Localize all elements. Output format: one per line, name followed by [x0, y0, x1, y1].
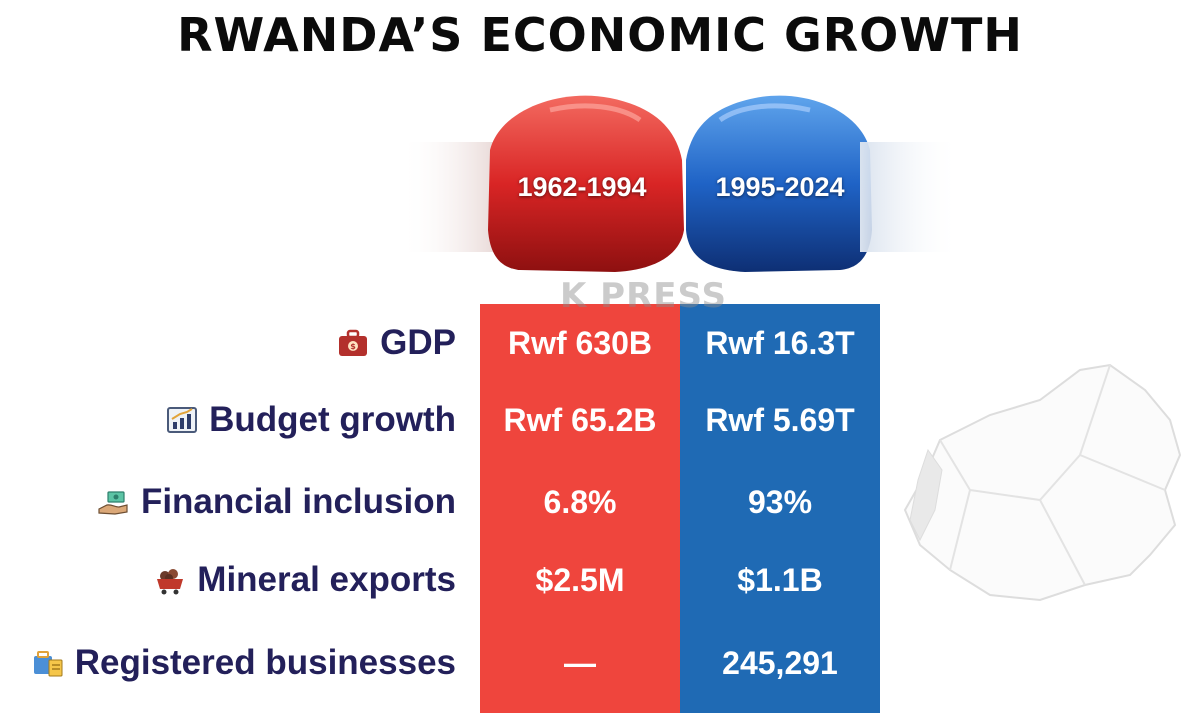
row-label-text: GDP: [380, 323, 456, 362]
period-label-1962-1994: 1962-1994: [517, 172, 647, 202]
rwanda-map-graphic: [903, 363, 1182, 602]
mineral-exports-1962-1994-value: $2.5M: [535, 561, 625, 598]
row-label-text: Registered businesses: [74, 643, 456, 682]
bar-chart-icon: [167, 407, 198, 433]
financial-inclusion-1995-2024-value: 93%: [747, 483, 813, 520]
registered-businesses-1962-1994-value: —: [564, 644, 596, 681]
registered-businesses-1995-2024-value: 245,291: [722, 644, 838, 681]
money-bag-icon: $: [339, 329, 368, 356]
row-label-text: Budget growth: [209, 400, 456, 439]
mineral-exports-1995-2024-value: $1.1B: [737, 561, 823, 598]
gdp-1995-2024-value: Rwf 16.3T: [705, 324, 855, 361]
row-label-financial-inclusion: Financial inclusion: [97, 477, 456, 527]
gdp-1962-1994-value: Rwf 630B: [507, 324, 653, 361]
budget-growth-1995-2024-value: Rwf 5.69T: [705, 401, 855, 438]
watermark: K PRESS: [560, 276, 727, 316]
boxing-gloves-graphic: [400, 95, 960, 272]
column-1995-2024: [680, 304, 880, 713]
column-1962-1994: [480, 304, 680, 713]
row-label-text: Mineral exports: [197, 560, 456, 599]
hand-money-icon: [98, 491, 128, 515]
budget-growth-1962-1994-value: Rwf 65.2B: [503, 401, 657, 438]
row-label-mineral-exports: Mineral exports: [153, 555, 456, 605]
financial-inclusion-1962-1994-value: 6.8%: [543, 483, 617, 520]
row-label-text: Financial inclusion: [140, 482, 456, 521]
row-label-budget-growth: Budget growth: [165, 395, 456, 445]
row-label-registered-businesses: Registered businesses: [31, 638, 456, 688]
mine-cart-icon: [157, 569, 184, 595]
period-label-1995-2024: 1995-2024: [715, 172, 845, 202]
page-title: RWANDA’S ECONOMIC GROWTH: [177, 8, 1023, 62]
row-label-gdp: $ GDP: [336, 318, 456, 368]
svg-text:$: $: [350, 342, 356, 351]
business-documents-icon: [33, 651, 63, 677]
